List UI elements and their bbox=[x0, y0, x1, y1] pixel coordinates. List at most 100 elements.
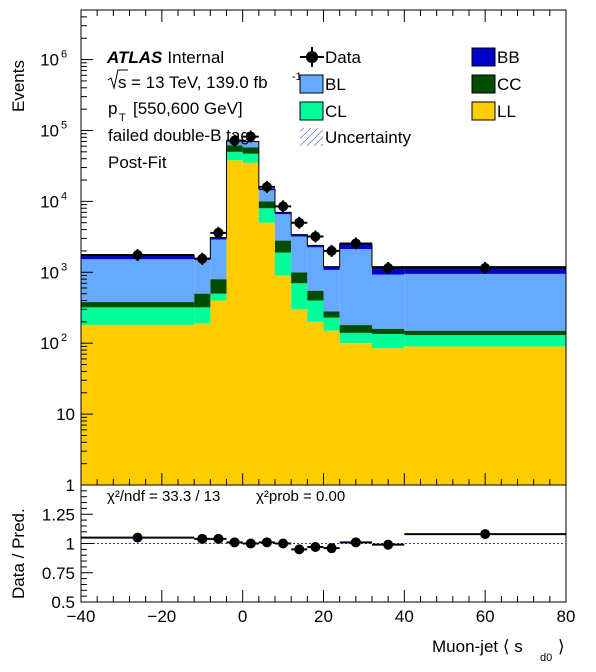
x-tick-label: 20 bbox=[314, 607, 333, 626]
ratio-y-tick-label: 1.25 bbox=[42, 505, 75, 524]
y-tick-label: 10 bbox=[40, 51, 59, 70]
ratio-point bbox=[210, 533, 227, 544]
bar-cc-bin-3 bbox=[226, 145, 243, 152]
data-point bbox=[404, 261, 566, 274]
data-point bbox=[81, 249, 195, 262]
stack-layer bbox=[81, 140, 566, 485]
x-tick-label: −20 bbox=[147, 607, 176, 626]
x-tick-label: 0 bbox=[238, 607, 247, 626]
data-point bbox=[307, 230, 324, 243]
x-axis-title: Muon-jet ⟨ s d0 ⟩ bbox=[432, 637, 565, 664]
ratio-point bbox=[307, 542, 324, 553]
data-point bbox=[226, 134, 243, 147]
bar-cc-bin-6 bbox=[275, 240, 292, 253]
bar-ll-bin-0 bbox=[81, 325, 195, 485]
bar-ll-bin-10 bbox=[339, 343, 372, 485]
atlas-label: ATLAS Internal bbox=[106, 48, 224, 67]
ratio-point bbox=[404, 529, 566, 540]
data-point bbox=[372, 261, 405, 274]
ratio-points bbox=[81, 529, 566, 555]
bar-cl-bin-1 bbox=[194, 307, 211, 324]
svg-text:BL: BL bbox=[325, 75, 346, 94]
svg-text:[550,600 GeV]: [550,600 GeV] bbox=[133, 99, 243, 118]
legend-entry-uncertainty: Uncertainty bbox=[300, 128, 411, 147]
bar-cc-bin-0 bbox=[81, 302, 195, 308]
bar-cc-bin-2 bbox=[210, 279, 227, 294]
bar-ll-bin-6 bbox=[275, 275, 292, 485]
tag-label: failed double-B tag bbox=[108, 126, 250, 145]
y-axis-title: Events bbox=[9, 60, 28, 112]
ratio-point bbox=[339, 537, 372, 548]
ratio-panel: 0.5 0.75 1 1.25 −40 −20 0 20 40 60 80 Data / Pred… bbox=[9, 484, 575, 664]
bar-ll-bin-5 bbox=[258, 222, 275, 485]
x-tick-label: 60 bbox=[476, 607, 495, 626]
bar-cl-bin-2 bbox=[210, 293, 227, 301]
svg-text:Data: Data bbox=[325, 48, 361, 67]
legend-entry-cl: CL bbox=[299, 101, 347, 121]
bar-cc-bin-5 bbox=[258, 201, 275, 209]
y-tick-exponent: 6 bbox=[61, 49, 67, 61]
bar-bl-bin-5 bbox=[258, 190, 275, 202]
data-point bbox=[291, 216, 308, 229]
bar-bl-bin-7 bbox=[291, 236, 308, 273]
bar-cc-bin-11 bbox=[372, 328, 405, 334]
bar-bl-bin-11 bbox=[372, 274, 405, 329]
bar-cl-bin-4 bbox=[242, 153, 259, 163]
ratio-y-tick-label: 0.5 bbox=[51, 593, 75, 612]
svg-text:BB: BB bbox=[497, 48, 520, 67]
bar-ll-bin-11 bbox=[372, 348, 405, 485]
svg-text:⟩: ⟩ bbox=[558, 637, 565, 656]
bar-cl-bin-0 bbox=[81, 307, 195, 326]
ratio-point bbox=[372, 539, 405, 550]
bar-bb-bin-6 bbox=[275, 212, 292, 215]
y-tick-label: 10 bbox=[40, 121, 59, 140]
bar-bb-bin-7 bbox=[291, 234, 308, 237]
svg-text:p: p bbox=[108, 99, 117, 118]
svg-text:CL: CL bbox=[325, 102, 347, 121]
bar-cl-bin-12 bbox=[404, 335, 566, 347]
legend-entry-ll: LL bbox=[471, 101, 516, 121]
legend-entry-bl: BL bbox=[299, 74, 346, 94]
bar-cc-bin-12 bbox=[404, 330, 566, 336]
bar-ll-bin-1 bbox=[194, 323, 211, 485]
bar-ll-bin-7 bbox=[291, 309, 308, 485]
data-point bbox=[242, 130, 259, 143]
chi2-prob-label: χ²prob = 0.00 bbox=[256, 488, 345, 505]
bar-cc-bin-9 bbox=[323, 311, 340, 318]
y-tick-label: 10 bbox=[40, 263, 59, 282]
bar-bb-bin-9 bbox=[323, 266, 340, 270]
data-point bbox=[258, 180, 275, 193]
y-tick-label: 10 bbox=[56, 405, 75, 424]
legend: Data BL CL Uncertainty BB CC bbox=[299, 47, 522, 147]
bar-ll-bin-12 bbox=[404, 346, 566, 485]
bar-bl-bin-12 bbox=[404, 273, 566, 331]
ratio-x-axis: −40 −20 0 20 40 60 80 bbox=[67, 590, 575, 626]
svg-text:d0: d0 bbox=[540, 652, 552, 664]
bar-cc-bin-10 bbox=[339, 325, 372, 333]
bar-bl-bin-8 bbox=[307, 247, 324, 291]
y-tick-exponent: 5 bbox=[61, 119, 67, 131]
bar-ll-bin-4 bbox=[242, 162, 259, 485]
main-x-ticks bbox=[80, 10, 567, 485]
sqrt-s-text: s bbox=[118, 73, 127, 92]
data-point bbox=[275, 200, 292, 213]
bar-bl-bin-9 bbox=[323, 269, 340, 312]
y-tick-label: 10 bbox=[40, 192, 59, 211]
ratio-y-tick-label: 0.75 bbox=[42, 564, 75, 583]
ratio-point bbox=[81, 532, 195, 543]
ratio-point bbox=[226, 537, 243, 548]
bar-bl-bin-4 bbox=[242, 141, 259, 148]
svg-text:Uncertainty: Uncertainty bbox=[325, 128, 411, 147]
ratio-point bbox=[258, 537, 275, 548]
bar-bl-bin-2 bbox=[210, 239, 227, 280]
energy-text: = 13 TeV, 139.0 fb bbox=[131, 73, 268, 92]
y-tick-label: 1 bbox=[66, 476, 75, 495]
data-layer bbox=[81, 130, 566, 274]
ratio-y-axis: 0.5 0.75 1 1.25 bbox=[42, 484, 93, 612]
bar-bl-bin-10 bbox=[339, 248, 372, 326]
energy-label: s = 13 TeV, 139.0 fb -1 bbox=[107, 69, 302, 92]
data-point bbox=[210, 226, 227, 239]
legend-entry-cc: CC bbox=[471, 74, 522, 94]
